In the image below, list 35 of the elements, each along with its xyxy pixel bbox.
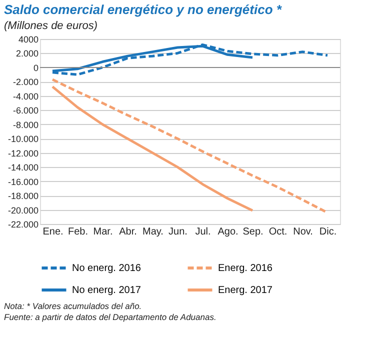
- x-tick-label: Sep.: [242, 226, 264, 238]
- x-tick-label: Oct.: [268, 226, 288, 238]
- x-tick-label: Nov.: [293, 226, 313, 238]
- y-tick-label: -8.000: [12, 120, 38, 130]
- source-note: Fuente: a partir de datos del Departamento de Aduanas.: [4, 312, 216, 322]
- y-tick-label: -14.000: [8, 162, 38, 173]
- legend-label: No energ. 2016: [72, 263, 142, 274]
- y-tick-label: -20.000: [8, 205, 38, 216]
- x-tick-label: Dic.: [319, 226, 337, 238]
- y-tick-label: -16.000: [8, 176, 38, 187]
- y-tick-label: -12.000: [8, 148, 38, 158]
- x-tick-label: Ene.: [42, 226, 64, 238]
- chart-title: Saldo comercial energético y no energético *: [4, 2, 282, 17]
- y-tick-label: 2.000: [16, 48, 38, 59]
- y-tick-label: -4.000: [12, 91, 38, 102]
- y-tick-label: -22.000: [8, 220, 38, 230]
- chart-subtitle: (Millones de euros): [4, 20, 98, 32]
- y-tick-label: -2.000: [12, 77, 38, 88]
- x-tick-label: Abr.: [119, 226, 137, 238]
- x-tick-label: Jul.: [195, 226, 211, 238]
- y-tick-label: 4000: [18, 34, 38, 44]
- y-tick-label: -18.000: [8, 191, 38, 202]
- legend-label: Energ. 2016: [218, 263, 273, 274]
- y-tick-label: -6.000: [12, 106, 38, 116]
- legend-label: Energ. 2017: [218, 285, 273, 296]
- y-tick-label: -10.000: [8, 134, 38, 144]
- x-tick-label: Ago.: [218, 226, 238, 238]
- line-series: [51, 85, 254, 212]
- legend-label: No energ. 2017: [72, 285, 142, 296]
- x-tick-label: Mar.: [93, 226, 113, 238]
- text: Nota: * Valores acumulados del año.: [4, 301, 142, 311]
- x-tick-label: May.: [142, 226, 164, 238]
- x-tick-label: Jun.: [168, 226, 188, 238]
- x-tick-label: Feb.: [68, 226, 88, 238]
- y-tick-label: 0: [33, 62, 38, 73]
